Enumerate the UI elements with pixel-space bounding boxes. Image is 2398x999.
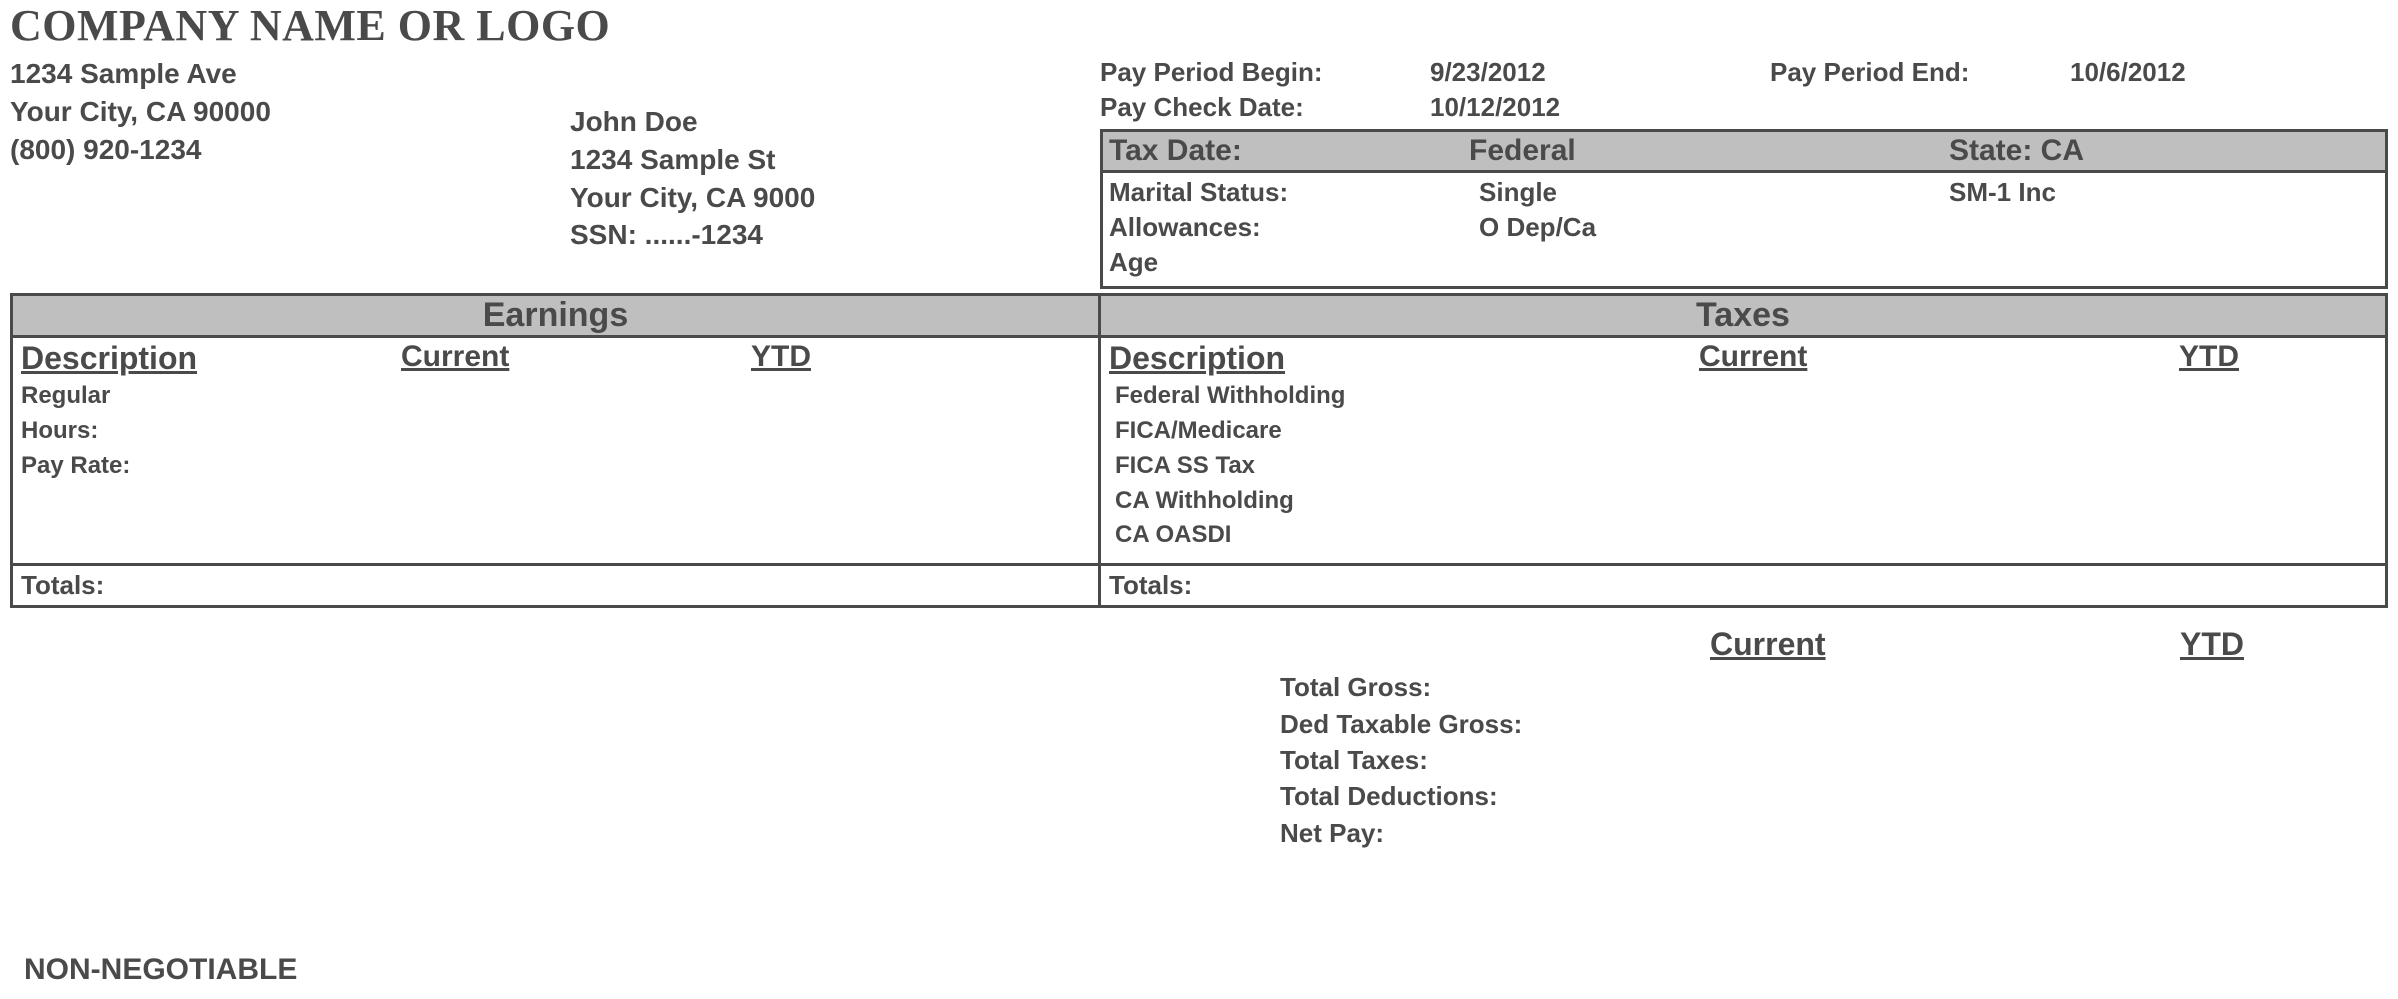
taxes-totals: Totals: [1101, 563, 2385, 605]
company-phone: (800) 920-1234 [10, 131, 570, 169]
age-row: Age [1109, 245, 2379, 280]
marital-row: Marital Status: Single SM-1 Inc [1109, 175, 2379, 210]
marital-value: Single [1479, 175, 1949, 210]
non-negotiable: NON-NEGOTIABLE [24, 953, 297, 987]
top-section: 1234 Sample Ave Your City, CA 90000 (800… [10, 55, 2388, 289]
earnings-ytd-header: YTD [751, 340, 811, 377]
earnings-totals: Totals: [13, 563, 1098, 605]
employee-name: John Doe [570, 103, 1100, 141]
taxes-section: Taxes Description Current YTD Federal Wi… [1101, 296, 2385, 605]
period-check-value: 10/12/2012 [1430, 92, 1770, 123]
earnings-row-hours: Hours: [21, 414, 1090, 449]
employee-address-line2: Your City, CA 9000 [570, 179, 1100, 217]
allowances-label: Allowances: [1109, 210, 1479, 245]
tax-detail-box: Marital Status: Single SM-1 Inc Allowanc… [1100, 173, 2388, 289]
summary-ded-taxable: Ded Taxable Gross: [1280, 706, 2388, 742]
taxes-desc-header: Description [1109, 340, 1699, 377]
summary-total-gross: Total Gross: [1280, 669, 2388, 705]
employee-info: John Doe 1234 Sample St Your City, CA 90… [570, 103, 1100, 289]
summary-total-deductions: Total Deductions: [1280, 778, 2388, 814]
period-check-label: Pay Check Date: [1100, 92, 1430, 123]
summary-rows: Total Gross: Ded Taxable Gross: Total Ta… [1280, 669, 2388, 851]
taxes-header: Taxes [1101, 296, 2385, 338]
taxes-row-federal: Federal Withholding [1115, 379, 2377, 414]
taxes-row-ca-oasdi: CA OASDI [1115, 518, 2377, 553]
main-table: Earnings Description Current YTD Regular… [10, 293, 2388, 608]
summary-current-header: Current [1710, 626, 2180, 663]
taxes-col-headers: Description Current YTD [1101, 338, 2385, 379]
period-begin-label: Pay Period Begin: [1100, 57, 1430, 88]
taxes-row-ca-with: CA Withholding [1115, 484, 2377, 519]
period-end-label: Pay Period End: [1770, 57, 2070, 88]
tax-header-row: Tax Date: Federal State: CA [1100, 129, 2388, 173]
marital-label: Marital Status: [1109, 175, 1479, 210]
taxes-body: Federal Withholding FICA/Medicare FICA S… [1101, 379, 2385, 563]
summary-headers: Current YTD [1280, 626, 2388, 663]
earnings-section: Earnings Description Current YTD Regular… [13, 296, 1101, 605]
company-address-line1: 1234 Sample Ave [10, 55, 570, 93]
tax-date-label: Tax Date: [1109, 134, 1469, 168]
period-begin-row: Pay Period Begin: 9/23/2012 Pay Period E… [1100, 55, 2388, 90]
summary-ytd-header: YTD [2180, 626, 2244, 663]
federal-label: Federal [1469, 134, 1949, 168]
earnings-body: Regular Hours: Pay Rate: [13, 379, 1098, 563]
company-info: SM-1 Inc [1949, 175, 2056, 210]
allowances-row: Allowances: O Dep/Ca [1109, 210, 2379, 245]
state-label: State: CA [1949, 134, 2084, 168]
summary-block: Current YTD Total Gross: Ded Taxable Gro… [1280, 626, 2388, 851]
company-address-line2: Your City, CA 90000 [10, 93, 570, 131]
taxes-current-header: Current [1699, 340, 2179, 377]
age-label: Age [1109, 245, 1479, 280]
taxes-row-fica-med: FICA/Medicare [1115, 414, 2377, 449]
earnings-header: Earnings [13, 296, 1098, 338]
period-begin-value: 9/23/2012 [1430, 57, 1770, 88]
employee-address-line1: 1234 Sample St [570, 141, 1100, 179]
company-address: 1234 Sample Ave Your City, CA 90000 (800… [10, 55, 570, 289]
earnings-current-header: Current [401, 340, 751, 377]
earnings-row-regular: Regular [21, 379, 1090, 414]
summary-net-pay: Net Pay: [1280, 815, 2388, 851]
earnings-col-headers: Description Current YTD [13, 338, 1098, 379]
company-name: COMPANY NAME OR LOGO [10, 0, 2388, 51]
summary-spacer [1280, 626, 1710, 663]
period-block: Pay Period Begin: 9/23/2012 Pay Period E… [1100, 55, 2388, 289]
period-check-row: Pay Check Date: 10/12/2012 [1100, 90, 2388, 125]
taxes-row-fica-ss: FICA SS Tax [1115, 449, 2377, 484]
employee-ssn: SSN: ......-1234 [570, 216, 1100, 254]
period-end-value: 10/6/2012 [2070, 57, 2186, 88]
earnings-row-payrate: Pay Rate: [21, 449, 1090, 484]
earnings-desc-header: Description [21, 340, 401, 377]
allowances-value: O Dep/Ca [1479, 210, 1949, 245]
taxes-ytd-header: YTD [2179, 340, 2239, 377]
summary-total-taxes: Total Taxes: [1280, 742, 2388, 778]
